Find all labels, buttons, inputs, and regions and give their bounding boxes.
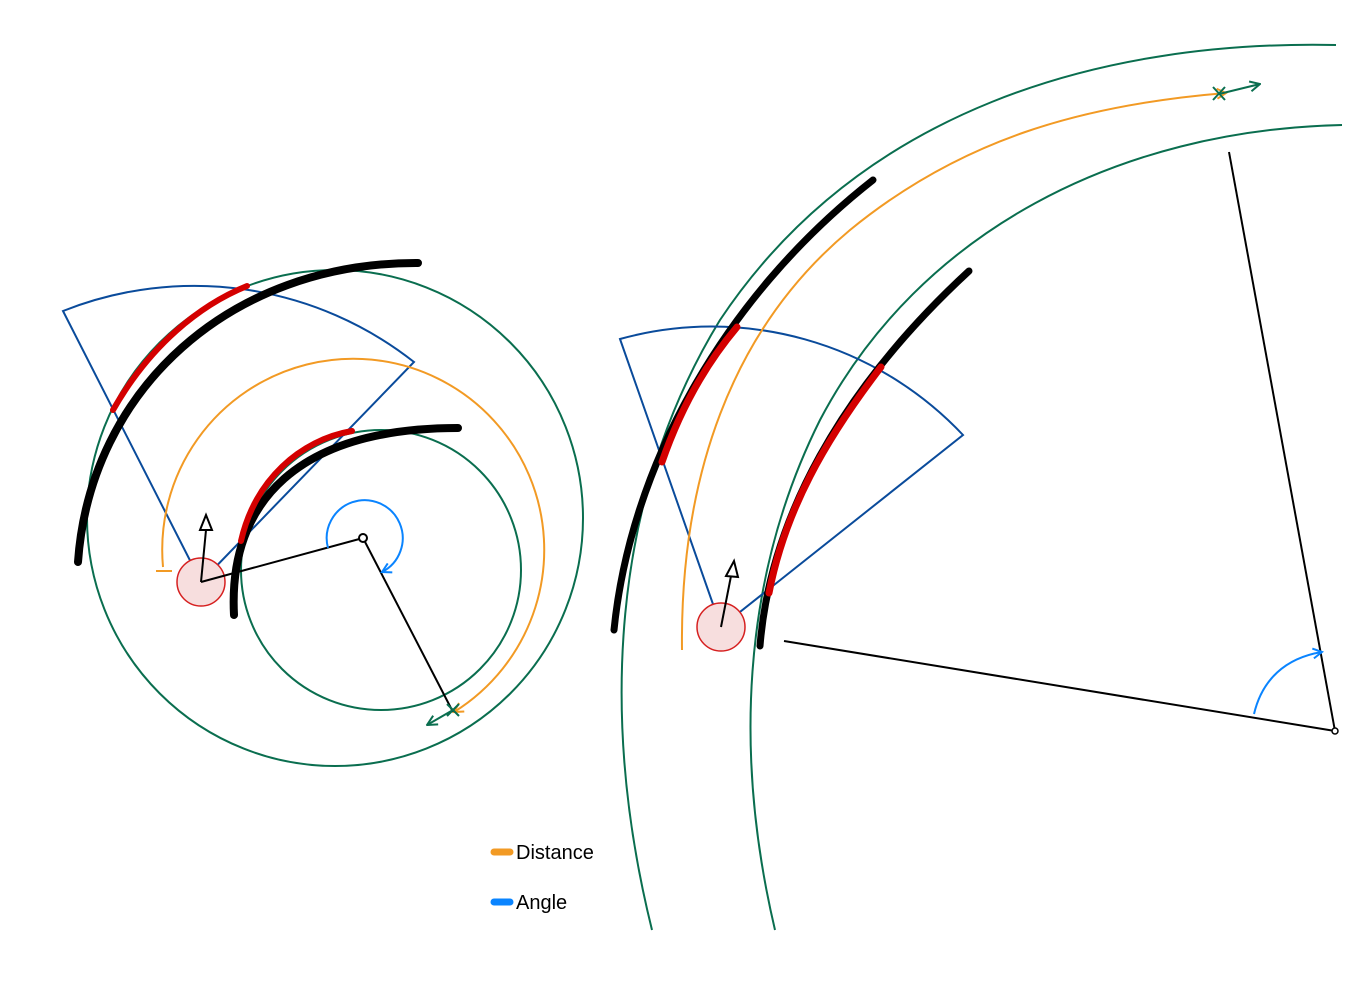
vehicle-heading-line	[720, 575, 732, 628]
angle-arc	[1253, 652, 1322, 715]
angle-arc	[325, 499, 404, 572]
vehicle-heading-arrowhead	[198, 512, 214, 531]
legend-item-distance: Distance	[490, 842, 594, 864]
visible-inner-highlight	[238, 428, 355, 544]
distance-arc	[680, 93, 1226, 651]
inner-lane-arc	[749, 124, 1343, 931]
legend: Distance Angle	[490, 842, 594, 914]
legend-label-distance: Distance	[516, 842, 594, 864]
distance-arc	[161, 357, 546, 712]
inner-lane-circle	[240, 429, 522, 711]
road-outer-segment	[74, 258, 422, 566]
left-scene	[61, 258, 584, 767]
target-direction-arrow	[1218, 84, 1260, 95]
visible-inner-highlight	[765, 363, 885, 597]
legend-item-angle: Angle	[490, 892, 567, 914]
curve-center-point	[1331, 727, 1339, 735]
vehicle-heading-arrowhead	[724, 558, 740, 579]
outer-lane-arc	[620, 43, 1337, 931]
vehicle-heading-line	[200, 529, 207, 583]
center-to-target-line	[362, 537, 454, 713]
curve-center-point	[358, 533, 368, 543]
road-outer-segment	[610, 176, 877, 634]
road-inner-segment	[229, 424, 462, 619]
radius-line-vertical	[1228, 151, 1336, 732]
sensor-fov-sector	[618, 325, 965, 629]
legend-label-angle: Angle	[516, 892, 567, 914]
visible-outer-highlight	[658, 323, 741, 466]
visible-outer-highlight	[110, 283, 250, 413]
vehicle-to-center-line	[200, 537, 364, 583]
right-scene	[610, 43, 1343, 931]
radius-line-horizontal	[783, 640, 1336, 732]
road-inner-segment	[756, 267, 973, 650]
target-direction-arrow	[427, 709, 454, 725]
